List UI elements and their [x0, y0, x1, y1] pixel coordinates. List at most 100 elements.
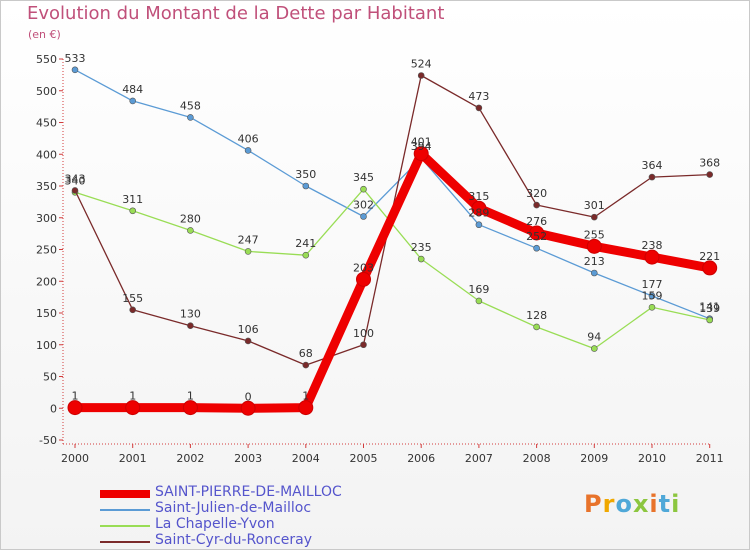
series-line [70, 149, 715, 413]
data-point [71, 66, 79, 74]
legend-swatch [100, 525, 150, 527]
data-label: 128 [526, 309, 547, 322]
data-point [706, 316, 714, 324]
data-label: 311 [122, 193, 143, 206]
data-label: 1 [72, 390, 79, 403]
data-label: 169 [468, 283, 489, 296]
data-label: 364 [642, 159, 663, 172]
data-point [187, 322, 194, 330]
axes: -50 0 50 100 150 200 250 300 350 400 450 500 550 2000… [36, 53, 724, 465]
data-point [244, 147, 252, 154]
data-label: 155 [122, 292, 143, 305]
data-labels: 1 1 1 0 1 203 401 315 276 255 238 221 533 484 458 406 35… [65, 52, 721, 403]
data-label: 343 [65, 172, 86, 185]
x-tick-label: 2005 [350, 452, 378, 465]
data-label: 130 [180, 308, 201, 321]
data-label: 484 [122, 83, 143, 96]
data-label: 340 [65, 174, 86, 187]
data-label: 238 [642, 239, 663, 252]
data-point [302, 182, 310, 190]
y-tick-label: 100 [36, 339, 57, 352]
data-label: 139 [699, 302, 720, 315]
data-label: 524 [411, 58, 432, 71]
data-point [182, 400, 198, 416]
data-label: 1 [302, 390, 309, 403]
x-tick-label: 2001 [119, 452, 147, 465]
x-tick-label: 2003 [234, 452, 262, 465]
data-label: 252 [526, 230, 547, 243]
data-point [302, 251, 310, 259]
data-point [475, 104, 483, 112]
y-tick-label: 150 [36, 307, 57, 320]
y-tick-label: 50 [43, 371, 57, 384]
legend-swatch [100, 541, 150, 543]
data-label: 94 [587, 331, 601, 344]
data-point [590, 345, 598, 352]
data-label: 68 [299, 347, 313, 360]
data-label: 301 [584, 199, 605, 212]
data-point [244, 337, 252, 345]
data-point [644, 249, 660, 265]
x-tick-label: 2008 [523, 452, 551, 465]
data-label: 368 [699, 157, 720, 170]
data-point [129, 97, 136, 105]
data-point [702, 260, 718, 276]
x-tick-label: 2000 [61, 452, 89, 465]
logo-letter: i [649, 490, 659, 518]
x-tick-label: 2010 [638, 452, 666, 465]
data-point [240, 400, 256, 416]
legend-label: Saint-Cyr-du-Ronceray [155, 532, 313, 548]
data-label: 406 [238, 132, 259, 145]
data-point [244, 248, 252, 255]
data-point [360, 341, 367, 349]
data-point [125, 400, 141, 416]
data-label: 1 [129, 390, 136, 403]
x-tick-label: 2009 [580, 452, 608, 465]
data-label: 255 [584, 228, 605, 241]
data-point [187, 227, 194, 234]
y-tick-label: 450 [36, 117, 57, 130]
y-tick-label: 0 [50, 402, 57, 415]
data-label: 458 [180, 99, 201, 112]
data-point [71, 187, 79, 194]
x-tick-label: 2011 [696, 452, 724, 465]
y-tick-label: -50 [39, 434, 57, 447]
data-label: 221 [699, 250, 720, 263]
legend-swatch [100, 509, 150, 511]
data-label: 401 [411, 136, 432, 149]
y-tick-label: 250 [36, 244, 57, 257]
data-point [67, 400, 83, 416]
data-point [475, 221, 483, 229]
data-point [129, 306, 136, 314]
data-label: 302 [353, 198, 374, 211]
data-label: 473 [468, 90, 489, 103]
data-point [302, 361, 310, 369]
data-point [648, 173, 656, 181]
x-tick-label: 2007 [465, 452, 493, 465]
data-point [356, 271, 371, 287]
series-layer [67, 66, 718, 416]
data-label: 0 [245, 390, 252, 403]
data-label: 289 [468, 207, 489, 220]
data-label: 280 [180, 212, 201, 225]
logo-letter: i [671, 490, 681, 518]
legend-label: Saint-Julien-de-Mailloc [155, 500, 312, 516]
data-label: 241 [295, 237, 316, 250]
data-label: 177 [642, 278, 663, 291]
data-point [590, 213, 598, 221]
data-label: 533 [65, 52, 86, 65]
series-line [74, 69, 711, 320]
data-point [648, 292, 656, 300]
x-tick-label: 2004 [292, 452, 320, 465]
data-label: 276 [526, 215, 547, 228]
logo-letter: P [584, 490, 603, 518]
chart-title: Evolution du Montant de la Dette par Hab… [27, 3, 445, 24]
data-point [471, 200, 487, 216]
data-point [529, 225, 545, 241]
data-point [475, 297, 483, 305]
logo-letter: t [658, 490, 672, 518]
data-point [417, 72, 425, 79]
unit-label: (en €) [28, 28, 61, 41]
data-label: 213 [584, 255, 605, 268]
